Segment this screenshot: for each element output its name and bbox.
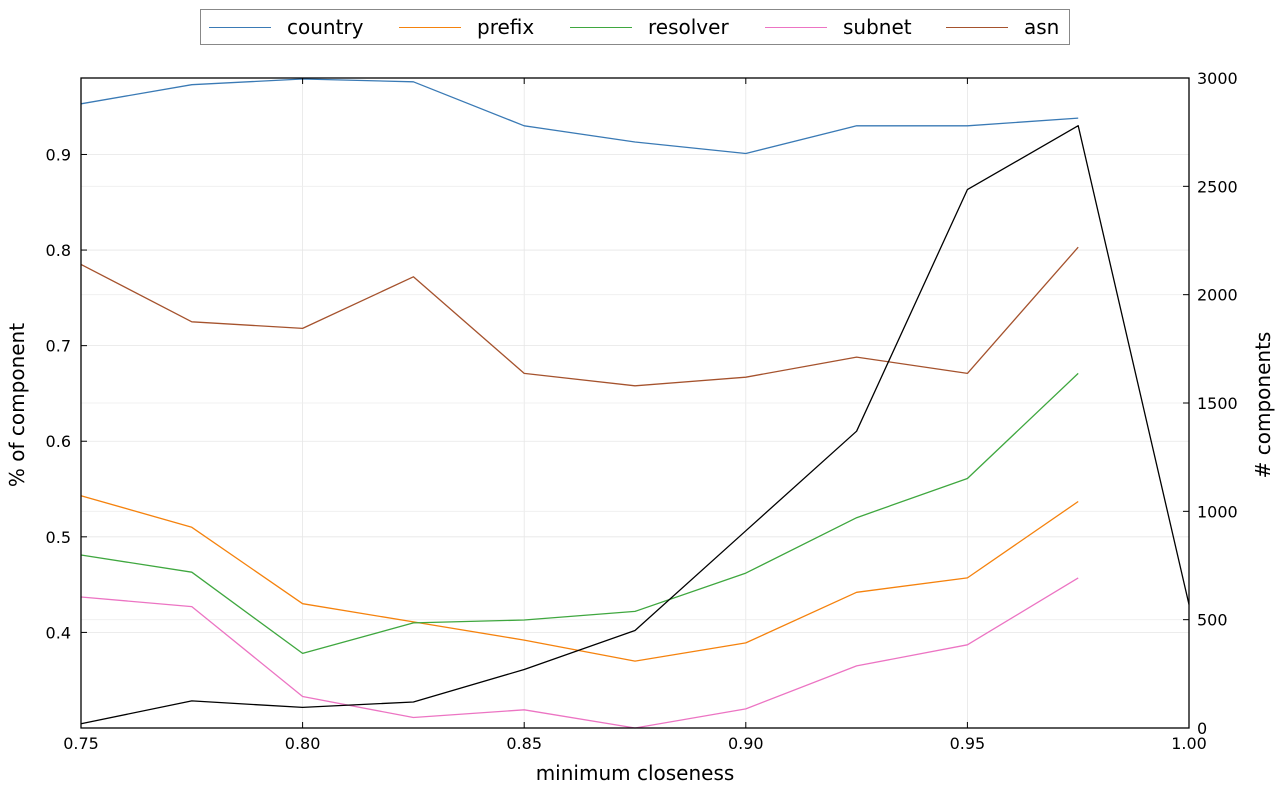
- legend-label-resolver: resolver: [648, 15, 729, 39]
- y2-tick-label: 3000: [1197, 69, 1238, 88]
- series-line-asn: [80, 246, 1079, 387]
- y-tick-label: 0.9: [46, 145, 71, 164]
- y-tick-label: 0.5: [46, 528, 71, 547]
- legend-item-subnet: subnet: [765, 10, 912, 44]
- y-tick-label: 0.4: [46, 623, 71, 642]
- legend-swatch-resolver: [570, 26, 632, 28]
- legend-swatch-asn: [946, 26, 1008, 28]
- legend-label-country: country: [287, 15, 364, 39]
- y2-axis-label: # components: [1251, 332, 1275, 479]
- y2-tick-label: 2000: [1197, 286, 1238, 305]
- x-tick-label: 1.00: [1171, 734, 1207, 753]
- y-axis-label: % of component: [5, 323, 29, 487]
- legend-swatch-prefix: [399, 26, 461, 28]
- x-tick-label: 0.75: [63, 734, 99, 753]
- y2-tick-label: 2500: [1197, 177, 1238, 196]
- series-line-prefix: [80, 495, 1079, 662]
- x-tick-label: 0.90: [728, 734, 764, 753]
- x-tick-label: 0.85: [506, 734, 542, 753]
- legend: country prefix resolver subnet asn: [200, 9, 1070, 45]
- series-line-components: [80, 125, 1190, 725]
- y2-tick-label: 1000: [1197, 502, 1238, 521]
- legend-swatch-country: [209, 26, 271, 28]
- x-tick-label: 0.95: [950, 734, 986, 753]
- legend-item-resolver: resolver: [570, 10, 729, 44]
- legend-item-prefix: prefix: [399, 10, 534, 44]
- y-tick-label: 0.8: [46, 241, 71, 260]
- series-line-country: [80, 78, 1079, 155]
- legend-item-country: country: [209, 10, 363, 44]
- y2-tick-label: 500: [1197, 611, 1228, 630]
- y2-tick-label: 1500: [1197, 394, 1238, 413]
- legend-label-asn: asn: [1024, 15, 1060, 39]
- legend-label-prefix: prefix: [477, 15, 535, 39]
- legend-item-asn: asn: [946, 10, 1059, 44]
- legend-label-subnet: subnet: [843, 15, 912, 39]
- x-axis-label: minimum closeness: [536, 761, 735, 785]
- y2-tick-label: 0: [1197, 719, 1207, 738]
- legend-swatch-subnet: [765, 26, 827, 28]
- series-line-subnet: [80, 577, 1079, 729]
- series-line-resolver: [80, 372, 1079, 655]
- x-tick-label: 0.80: [285, 734, 321, 753]
- y-tick-label: 0.6: [46, 432, 71, 451]
- y-tick-label: 0.7: [46, 337, 71, 356]
- series-lines: [80, 78, 1190, 729]
- ticks: 0.75 0.80 0.85 0.90 0.95 1.000.40.50.60.70.80…: [46, 69, 1238, 753]
